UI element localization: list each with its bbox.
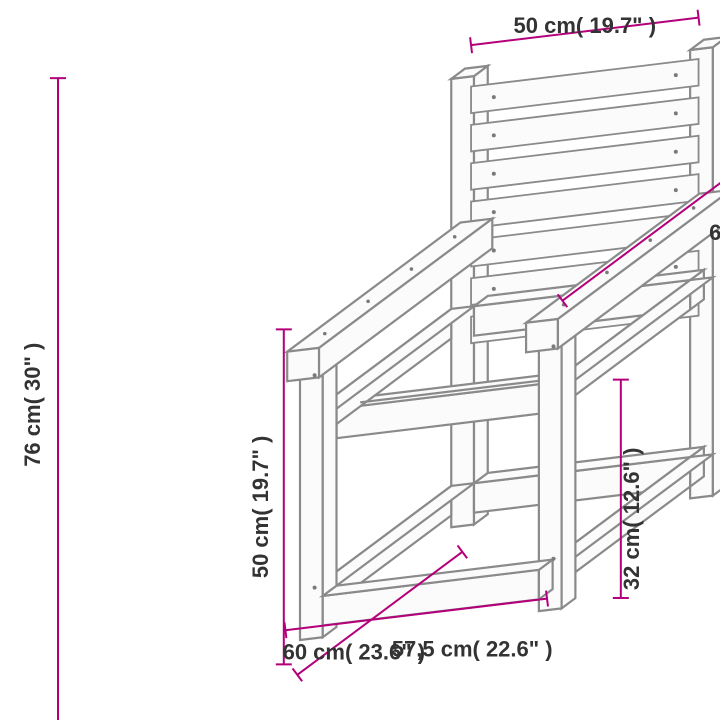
- dim-seat-height-label: 32 cm( 12.6" ): [619, 448, 644, 591]
- dim-total-height: 76 cm( 30" ): [20, 78, 66, 720]
- dim-arm-depth-label: 63 cm( 24.8" ): [709, 220, 720, 245]
- dim-top-width-label: 50 cm( 19.7" ): [514, 13, 657, 38]
- dim-arm-height-label: 50 cm( 19.7" ): [248, 436, 273, 579]
- dim-front-width-label: 57,5 cm( 22.6" ): [392, 636, 553, 661]
- dim-arm-height: 50 cm( 19.7" ): [248, 329, 292, 664]
- dim-top-width: 50 cm( 19.7" ): [470, 10, 699, 53]
- dim-total-height-label: 76 cm( 30" ): [20, 343, 45, 467]
